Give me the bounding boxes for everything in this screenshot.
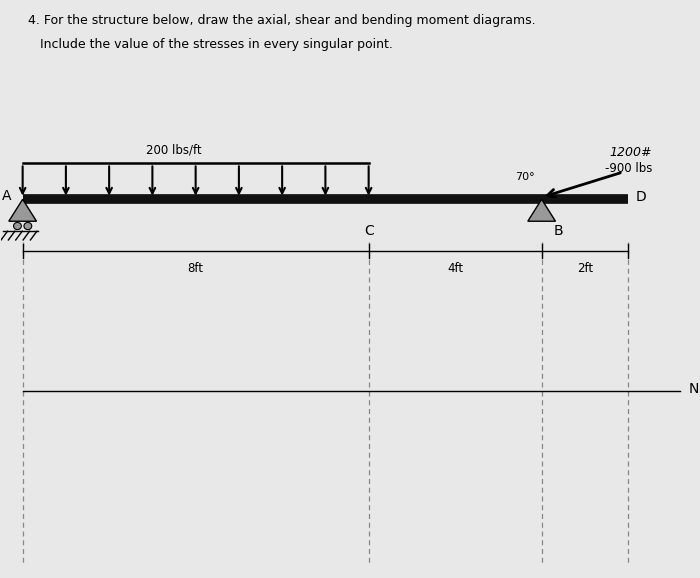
Text: 4ft: 4ft [447,262,463,275]
Text: D: D [636,190,647,204]
Polygon shape [528,199,556,221]
Text: 70°: 70° [515,172,536,183]
Text: -900 lbs: -900 lbs [605,162,652,175]
Text: 8ft: 8ft [188,262,204,275]
Text: 2ft: 2ft [577,262,593,275]
Circle shape [24,223,32,229]
Text: 1200#: 1200# [609,146,652,159]
Text: C: C [364,224,374,238]
Text: 4. For the structure below, draw the axial, shear and bending moment diagrams.: 4. For the structure below, draw the axi… [28,14,536,27]
Polygon shape [9,199,36,221]
Circle shape [13,223,22,229]
Text: N: N [689,381,699,396]
Text: 200 lbs/ft: 200 lbs/ft [146,143,202,156]
Text: A: A [2,189,12,203]
Text: Include the value of the stresses in every singular point.: Include the value of the stresses in eve… [28,38,393,50]
Text: B: B [554,224,564,238]
